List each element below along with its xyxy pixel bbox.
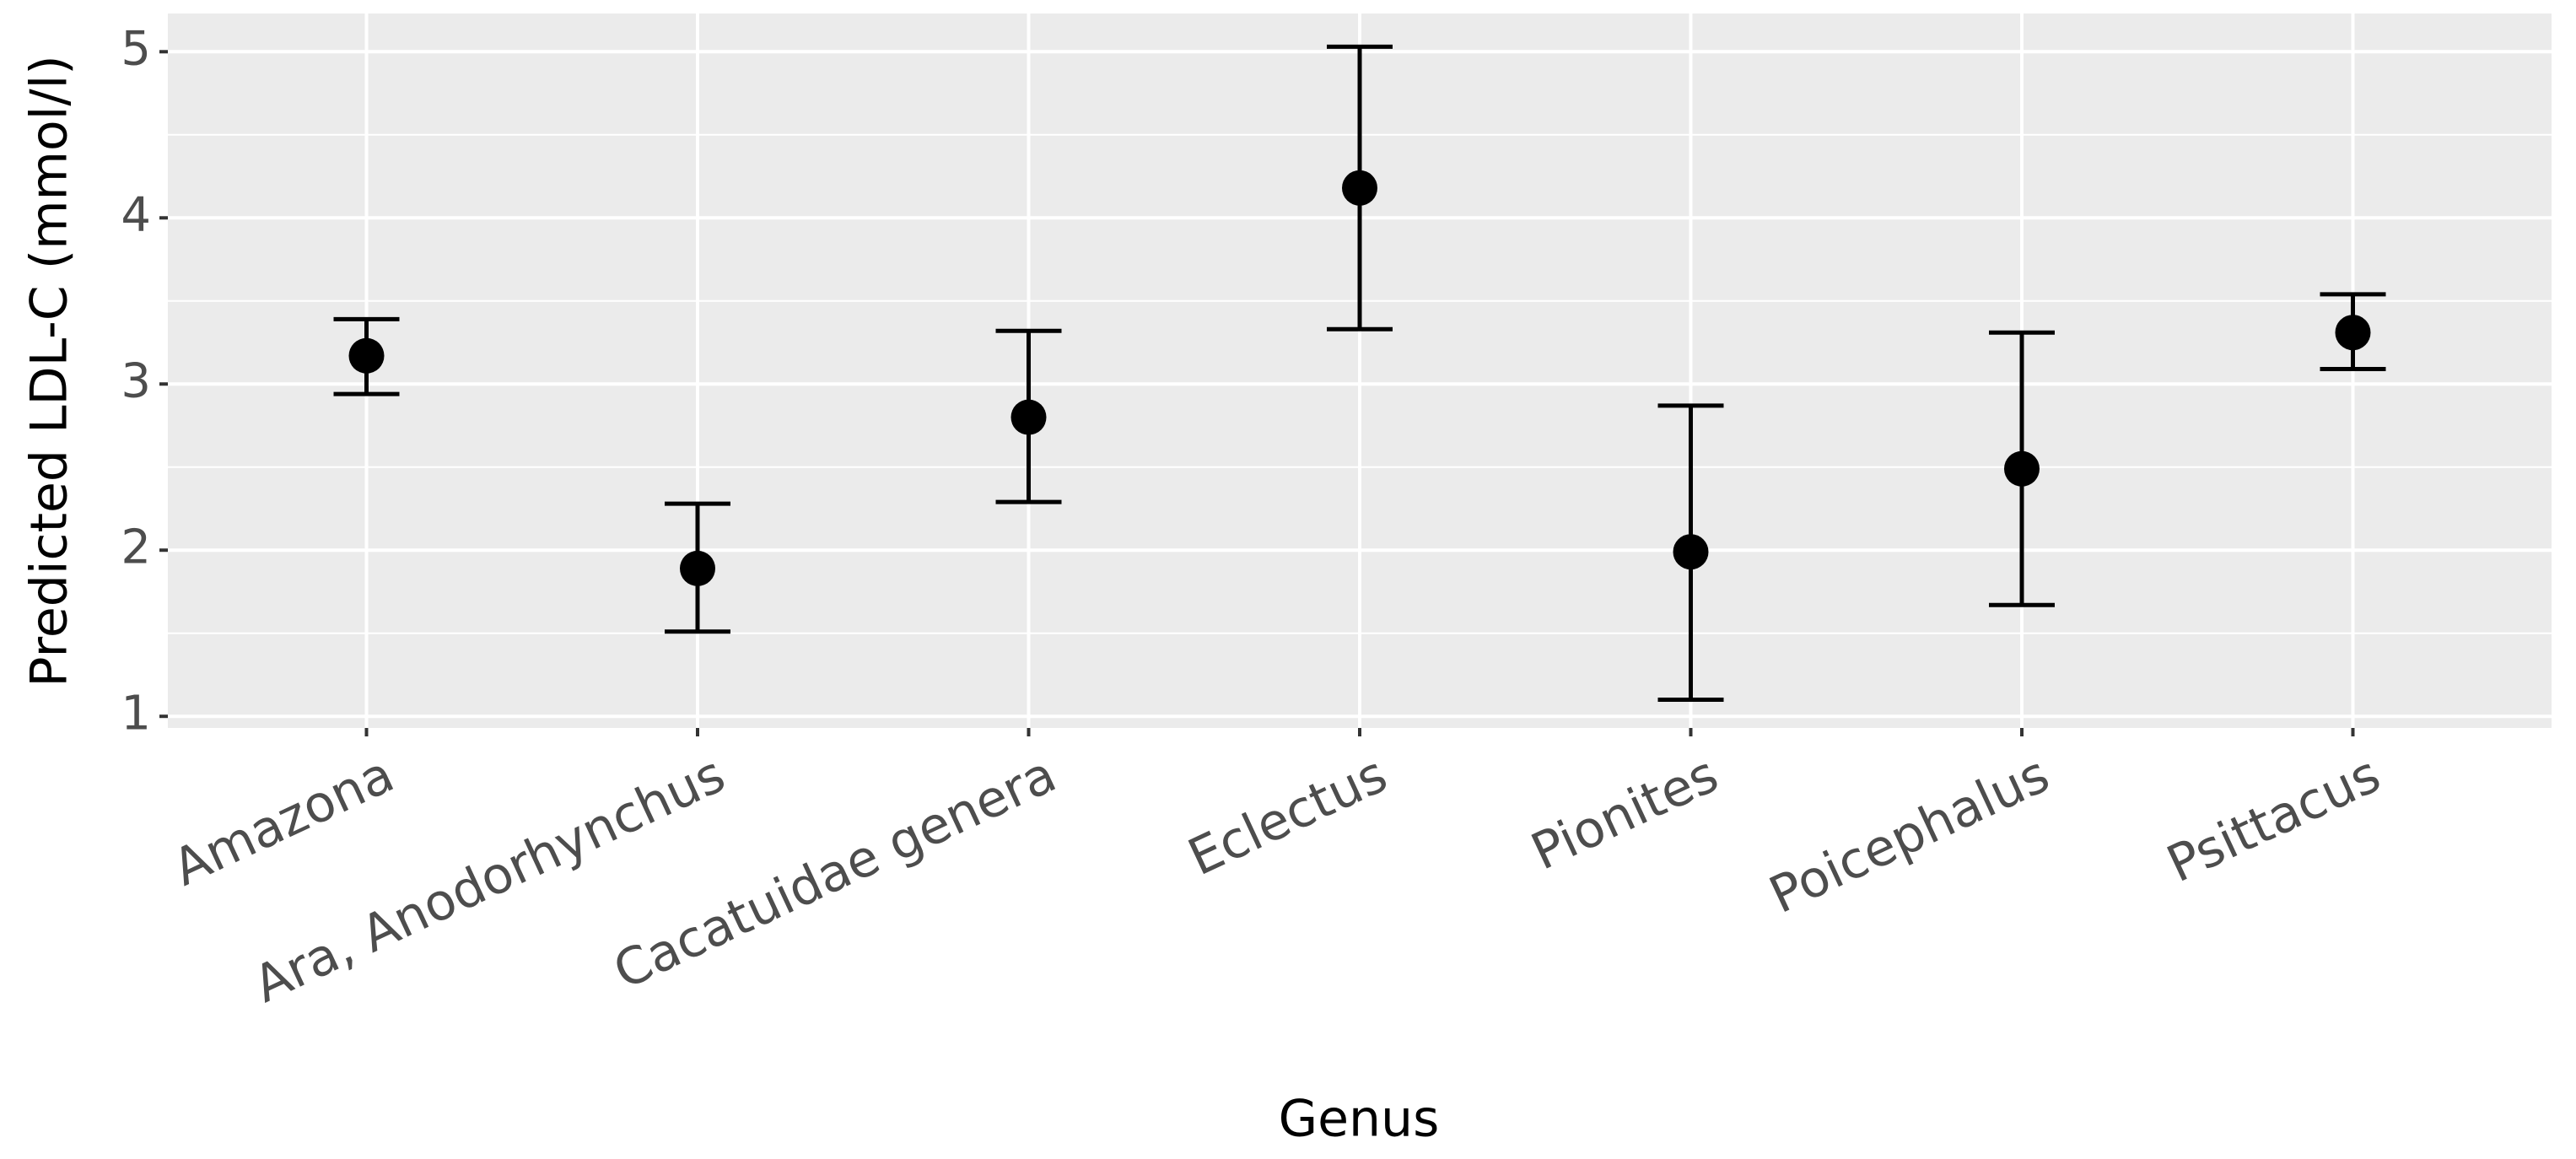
point bbox=[680, 550, 715, 586]
y-tick-label: 5 bbox=[121, 21, 151, 76]
x-tick-label: Eclectus bbox=[1180, 745, 1396, 887]
y-tick-label: 2 bbox=[121, 520, 151, 574]
x-tick-label: Amazona bbox=[164, 745, 403, 898]
y-tick-label: 3 bbox=[121, 353, 151, 408]
point bbox=[348, 337, 385, 374]
point bbox=[1010, 399, 1047, 435]
point bbox=[2004, 450, 2040, 487]
x-tick-label: Psittacus bbox=[2158, 745, 2390, 894]
point bbox=[1342, 170, 1377, 206]
x-tick-label: Pionites bbox=[1522, 745, 1727, 882]
x-axis-title: Genus bbox=[1279, 1090, 1440, 1149]
y-axis-title: Predicted LDL-C (mmol/l) bbox=[20, 55, 79, 687]
y-tick-label: 1 bbox=[121, 686, 151, 741]
y-tick-label: 4 bbox=[121, 187, 151, 242]
point bbox=[1673, 534, 1709, 570]
x-tick-label: Poicephalus bbox=[1761, 745, 2058, 925]
point bbox=[2335, 315, 2371, 351]
